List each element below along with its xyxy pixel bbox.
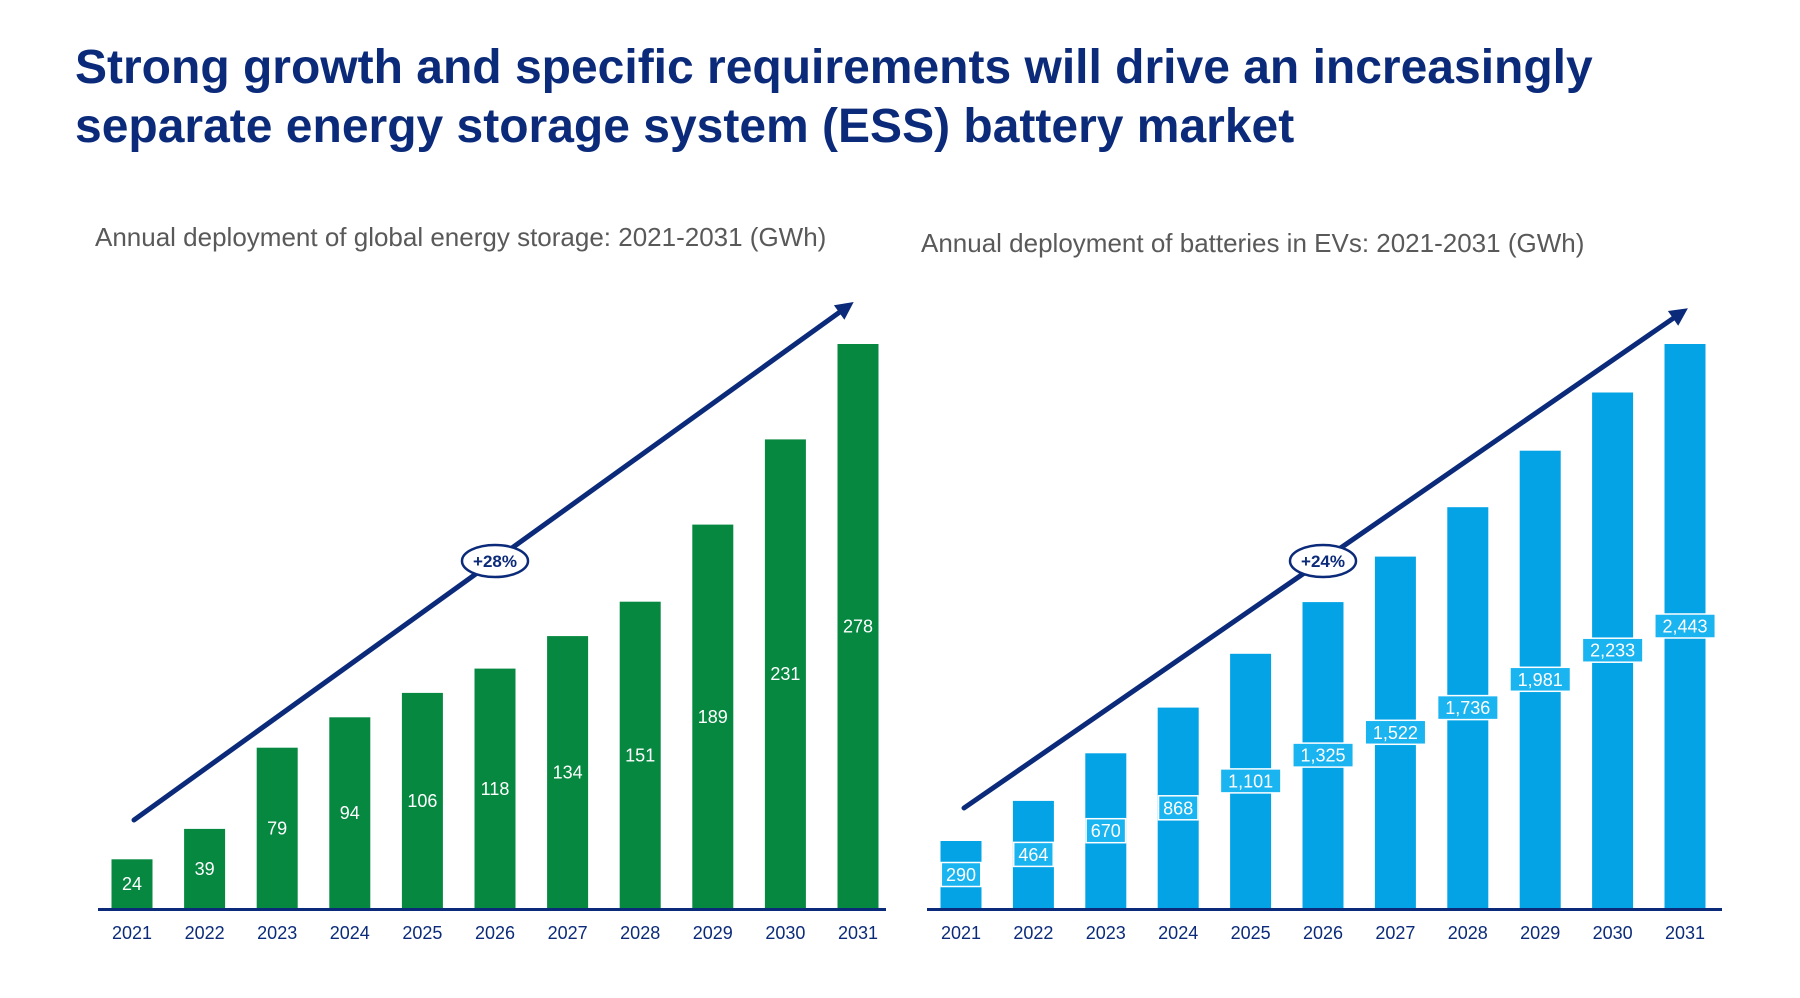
ess-value-label-2021: 24 bbox=[122, 874, 142, 894]
ev-tick-label-2028: 2028 bbox=[1448, 923, 1488, 943]
ess-bar-2025 bbox=[401, 692, 443, 908]
ess-tick-label-2024: 2024 bbox=[330, 923, 370, 943]
slide-title: Strong growth and specific requirements … bbox=[75, 38, 1775, 156]
ev-value-label-box-2021 bbox=[940, 861, 982, 888]
ev-value-label-box-2028 bbox=[1436, 694, 1499, 721]
ev-value-label-box-2022 bbox=[1012, 841, 1054, 868]
slide-title-line-1: Strong growth and specific requirements … bbox=[75, 41, 1593, 94]
ess-bar-2031 bbox=[837, 344, 879, 908]
ev-trend-arrow-head-icon bbox=[1667, 308, 1688, 326]
ess-bar-chart: 24 39 79 94 106 118 134 151 189 231 278 2021 2022 202… bbox=[98, 302, 886, 943]
ess-bar-2024 bbox=[329, 717, 371, 908]
ess-value-label-2024: 94 bbox=[340, 803, 360, 823]
ess-bar-2021 bbox=[111, 859, 153, 908]
ev-value-label-2029: 1,981 bbox=[1518, 670, 1563, 690]
ev-value-label-2028: 1,736 bbox=[1445, 698, 1490, 718]
ess-bar-2030 bbox=[764, 439, 806, 908]
ess-value-label-2027: 134 bbox=[553, 763, 583, 783]
ess-bar-2023 bbox=[256, 747, 298, 908]
ess-bar-2027 bbox=[547, 636, 589, 908]
ev-chart-title: Annual deployment of batteries in EVs: 2… bbox=[921, 228, 1585, 258]
ev-bar-chart: 290 464 670 868 1,101 1,325 1,522 1,736 1,981 2,2… bbox=[927, 308, 1722, 943]
ev-value-label-2026: 1,325 bbox=[1300, 746, 1345, 766]
ev-value-label-box-2025 bbox=[1219, 768, 1282, 794]
ev-value-label-box-2030 bbox=[1581, 637, 1644, 663]
ess-tick-label-2025: 2025 bbox=[402, 923, 442, 943]
ess-tick-label-2027: 2027 bbox=[548, 923, 588, 943]
ev-value-label-2025: 1,101 bbox=[1228, 771, 1273, 791]
ev-tick-label-2021: 2021 bbox=[941, 923, 981, 943]
ev-cagr-label: +24% bbox=[1301, 552, 1345, 571]
ev-chart-panel: Annual deployment of batteries in EVs: 2… bbox=[900, 0, 1780, 998]
ess-tick-label-2022: 2022 bbox=[185, 923, 225, 943]
ess-tick-label-2030: 2030 bbox=[765, 923, 805, 943]
ev-value-label-2031: 2,443 bbox=[1662, 617, 1707, 637]
ess-tick-label-2029: 2029 bbox=[693, 923, 733, 943]
ess-tick-label-2028: 2028 bbox=[620, 923, 660, 943]
ess-tick-label-2031: 2031 bbox=[838, 923, 878, 943]
ev-tick-label-2024: 2024 bbox=[1158, 923, 1198, 943]
ess-trend-arrow-head-icon bbox=[833, 302, 854, 320]
ev-tick-label-2030: 2030 bbox=[1593, 923, 1633, 943]
ev-value-label-2024: 868 bbox=[1163, 798, 1193, 818]
ess-chart-panel: Annual deployment of global energy stora… bbox=[0, 0, 886, 998]
ev-value-label-2027: 1,522 bbox=[1373, 723, 1418, 743]
ess-value-label-2022: 39 bbox=[195, 859, 215, 879]
ess-value-label-2030: 231 bbox=[770, 664, 800, 684]
ess-bar-2022 bbox=[184, 828, 226, 908]
ess-value-label-2028: 151 bbox=[625, 745, 655, 765]
ess-tick-label-2026: 2026 bbox=[475, 923, 515, 943]
ev-value-label-box-2024 bbox=[1157, 795, 1199, 821]
ev-value-label-2022: 464 bbox=[1018, 845, 1048, 865]
ess-tick-label-2021: 2021 bbox=[112, 923, 152, 943]
ev-value-label-2030: 2,233 bbox=[1590, 641, 1635, 661]
ess-value-label-2026: 118 bbox=[481, 779, 510, 799]
ess-value-label-2023: 79 bbox=[267, 818, 287, 838]
ev-value-label-box-2029 bbox=[1509, 666, 1572, 693]
ev-value-label-2023: 670 bbox=[1091, 821, 1121, 841]
ev-tick-label-2023: 2023 bbox=[1086, 923, 1126, 943]
ev-value-label-2021: 290 bbox=[946, 865, 976, 885]
ess-cagr-label: +28% bbox=[473, 552, 517, 571]
ess-bar-2026 bbox=[474, 668, 516, 908]
slide-title-line-2: separate energy storage system (ESS) bat… bbox=[75, 100, 1295, 153]
ev-value-label-box-2026 bbox=[1292, 742, 1355, 768]
ess-value-label-2029: 189 bbox=[698, 707, 728, 727]
ess-bar-2029 bbox=[692, 524, 734, 908]
ev-tick-label-2029: 2029 bbox=[1520, 923, 1560, 943]
ev-tick-label-2022: 2022 bbox=[1013, 923, 1053, 943]
ev-cagr-bubble bbox=[1288, 543, 1358, 579]
ev-value-label-box-2027 bbox=[1364, 719, 1427, 746]
ess-bar-2028 bbox=[619, 601, 661, 908]
ess-value-label-2025: 106 bbox=[407, 791, 437, 811]
ev-value-label-box-2023 bbox=[1085, 817, 1127, 844]
ess-value-label-2031: 278 bbox=[843, 617, 873, 637]
ev-value-label-box-2031 bbox=[1654, 613, 1717, 639]
ess-tick-label-2023: 2023 bbox=[257, 923, 297, 943]
ev-tick-label-2027: 2027 bbox=[1375, 923, 1415, 943]
ess-chart-title: Annual deployment of global energy stora… bbox=[95, 222, 827, 252]
ev-tick-label-2026: 2026 bbox=[1303, 923, 1343, 943]
ev-tick-label-2031: 2031 bbox=[1665, 923, 1705, 943]
ev-tick-label-2025: 2025 bbox=[1231, 923, 1271, 943]
ess-cagr-bubble bbox=[460, 543, 530, 579]
